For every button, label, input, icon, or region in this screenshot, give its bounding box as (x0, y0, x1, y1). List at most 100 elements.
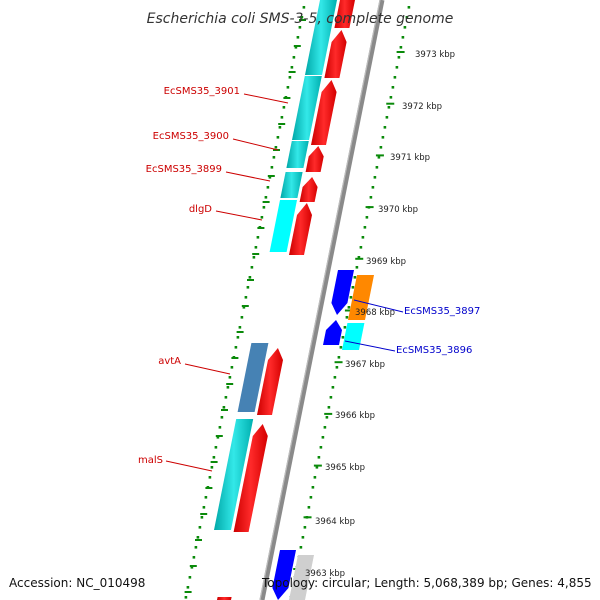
grid-dot (403, 26, 407, 29)
grid-dot (325, 416, 329, 419)
cds-arrow[interactable] (272, 550, 296, 600)
kbp-label: 3965 kbp (325, 463, 365, 473)
grid-dot (301, 536, 305, 539)
leader-line (353, 299, 404, 313)
grid-dot (401, 36, 405, 39)
grid-dot (385, 116, 389, 119)
gene-label-avta[interactable]: avtA (158, 356, 181, 367)
gene-feature[interactable] (269, 200, 297, 252)
kbp-label: 3970 kbp (378, 205, 418, 215)
gene-label-ecsms35-3897[interactable]: EcSMS35_3897 (404, 306, 480, 317)
cds-arrow[interactable] (324, 30, 347, 78)
gene-feature-ecsms35-3897[interactable] (348, 275, 374, 320)
cds-arrow-mals[interactable] (233, 424, 268, 532)
grid-dot (323, 426, 327, 429)
grid-dot (260, 216, 264, 219)
grid-dot (194, 546, 198, 549)
leader-line (243, 93, 289, 104)
grid-dot (345, 316, 349, 319)
kbp-label: 3973 kbp (415, 50, 455, 60)
grid-dot (393, 76, 397, 79)
grid-dot (196, 536, 200, 539)
kbp-label: 3969 kbp (366, 257, 406, 267)
grid-dot (262, 206, 266, 209)
grid-dot (250, 266, 254, 269)
grid-dot (407, 6, 411, 9)
grid-dot (313, 476, 317, 479)
gene-label-ecsms35-3899[interactable]: EcSMS35_3899 (146, 164, 222, 175)
gene-feature-ecsms35-3896[interactable] (342, 323, 365, 350)
grid-dot (343, 326, 347, 329)
gene-label-ecsms35-3896[interactable]: EcSMS35_3896 (396, 345, 472, 356)
grid-dot (383, 126, 387, 129)
cds-arrow-ecsms35-3897[interactable] (331, 270, 354, 315)
cds-arrow[interactable] (217, 597, 232, 600)
grid-dot (200, 516, 204, 519)
leader-line (165, 460, 213, 472)
grid-dot (230, 366, 234, 369)
grid-dot (349, 296, 353, 299)
kbp-label: 3966 kbp (335, 411, 375, 421)
grid-dot (240, 316, 244, 319)
grid-dot (256, 236, 260, 239)
gene-feature[interactable] (305, 0, 337, 75)
cds-arrow-avta[interactable] (257, 348, 283, 415)
gene-label-ecsms35-3901[interactable]: EcSMS35_3901 (164, 86, 240, 97)
gene-feature[interactable] (286, 141, 309, 168)
gene-label-ecsms35-3900[interactable]: EcSMS35_3900 (153, 131, 229, 142)
cds-arrow[interactable] (305, 146, 324, 172)
grid-dot (234, 346, 238, 349)
grid-dot (212, 456, 216, 459)
grid-dot (226, 386, 230, 389)
cds-arrow[interactable] (289, 203, 312, 255)
grid-dot (357, 256, 361, 259)
gene-label-mals[interactable]: malS (138, 455, 163, 466)
grid-dot (379, 146, 383, 149)
grid-dot (272, 156, 276, 159)
grid-dot (395, 66, 399, 69)
grid-dot (192, 556, 196, 559)
right-gene-labels: EcSMS35_3897 EcSMS35_3896 (344, 299, 480, 356)
grid-dot (299, 546, 303, 549)
grid-dot (355, 266, 359, 269)
grid-dot (292, 56, 296, 59)
grid-dot (218, 426, 222, 429)
gene-label-dlgd[interactable]: dlgD (189, 204, 212, 215)
grid-dot (397, 56, 401, 59)
gene-feature-mals[interactable] (214, 419, 254, 530)
grid-dot (276, 136, 280, 139)
genome-backbone-highlight (259, 0, 381, 600)
grid-dot (405, 16, 409, 19)
leader-line (232, 138, 279, 151)
grid-dot (307, 506, 311, 509)
gene-feature-avta[interactable] (237, 343, 269, 412)
kbp-label: 3963 kbp (305, 569, 345, 579)
leader-line (215, 210, 263, 221)
genome-backbone (259, 0, 385, 600)
gene-feature[interactable] (280, 172, 303, 198)
leader-line (344, 340, 396, 352)
grid-dot (377, 156, 381, 159)
grid-dot (337, 356, 341, 359)
grid-dot (298, 26, 302, 29)
grid-dot (220, 416, 224, 419)
cds-arrow-ecsms35-3896[interactable] (323, 320, 342, 345)
grid-dot (288, 76, 292, 79)
grid-dot (214, 446, 218, 449)
gene-feature[interactable] (292, 76, 322, 140)
grid-dot (341, 336, 345, 339)
gene-feature[interactable] (289, 555, 314, 600)
grid-dot (315, 466, 319, 469)
grid-dot (246, 286, 250, 289)
cds-arrow[interactable] (311, 80, 337, 145)
accession-text: Accession: NC_010498 (9, 576, 146, 590)
cds-arrow[interactable] (334, 0, 355, 28)
cds-arrow[interactable] (299, 177, 318, 202)
grid-dot (236, 336, 240, 339)
grid-dot (339, 346, 343, 349)
kbp-label: 3968 kbp (355, 308, 395, 318)
grid-dot (238, 326, 242, 329)
grid-dot (286, 86, 290, 89)
grid-dot (329, 396, 333, 399)
